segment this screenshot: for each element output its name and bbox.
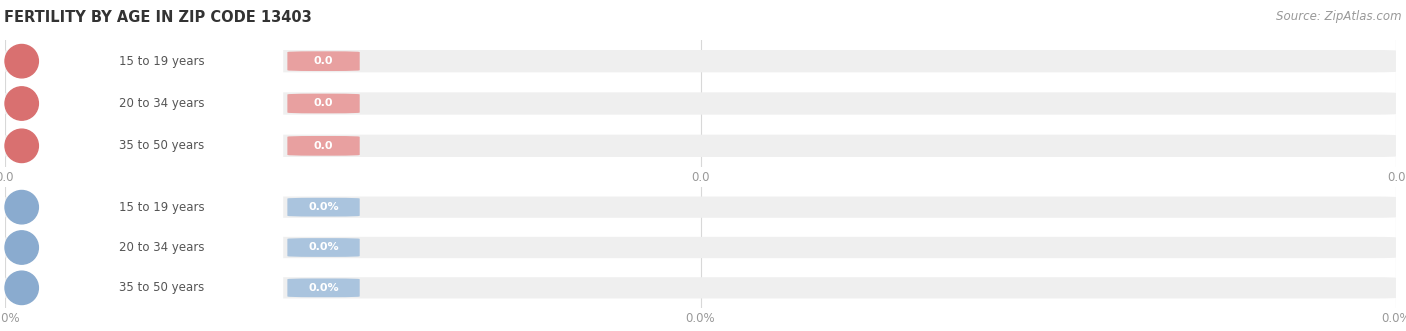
FancyBboxPatch shape <box>6 92 1396 115</box>
Ellipse shape <box>6 87 38 120</box>
FancyBboxPatch shape <box>13 235 283 260</box>
Text: 0.0: 0.0 <box>314 99 333 109</box>
FancyBboxPatch shape <box>6 277 1396 299</box>
Text: 20 to 34 years: 20 to 34 years <box>120 97 204 110</box>
Ellipse shape <box>6 271 38 305</box>
Ellipse shape <box>6 190 38 224</box>
Text: 15 to 19 years: 15 to 19 years <box>120 55 205 68</box>
FancyBboxPatch shape <box>13 48 283 74</box>
Text: 0.0: 0.0 <box>314 56 333 66</box>
Text: 0.0%: 0.0% <box>308 283 339 293</box>
FancyBboxPatch shape <box>287 136 360 156</box>
FancyBboxPatch shape <box>6 135 1396 157</box>
Text: Source: ZipAtlas.com: Source: ZipAtlas.com <box>1277 10 1402 23</box>
Text: 35 to 50 years: 35 to 50 years <box>120 139 204 152</box>
FancyBboxPatch shape <box>6 197 1396 218</box>
FancyBboxPatch shape <box>13 133 283 159</box>
FancyBboxPatch shape <box>287 51 360 71</box>
Text: 20 to 34 years: 20 to 34 years <box>120 241 204 254</box>
FancyBboxPatch shape <box>13 195 283 220</box>
FancyBboxPatch shape <box>287 94 360 113</box>
Text: 0.0%: 0.0% <box>308 202 339 212</box>
Ellipse shape <box>6 44 38 78</box>
FancyBboxPatch shape <box>13 275 283 300</box>
FancyBboxPatch shape <box>6 50 1396 72</box>
Text: 0.0%: 0.0% <box>308 243 339 253</box>
Ellipse shape <box>6 129 38 163</box>
FancyBboxPatch shape <box>6 237 1396 258</box>
Text: FERTILITY BY AGE IN ZIP CODE 13403: FERTILITY BY AGE IN ZIP CODE 13403 <box>4 10 312 25</box>
Text: 35 to 50 years: 35 to 50 years <box>120 281 204 294</box>
FancyBboxPatch shape <box>13 90 283 117</box>
FancyBboxPatch shape <box>287 238 360 257</box>
FancyBboxPatch shape <box>287 198 360 216</box>
Text: 0.0: 0.0 <box>314 141 333 151</box>
Ellipse shape <box>6 231 38 264</box>
Text: 15 to 19 years: 15 to 19 years <box>120 201 205 214</box>
FancyBboxPatch shape <box>287 278 360 297</box>
